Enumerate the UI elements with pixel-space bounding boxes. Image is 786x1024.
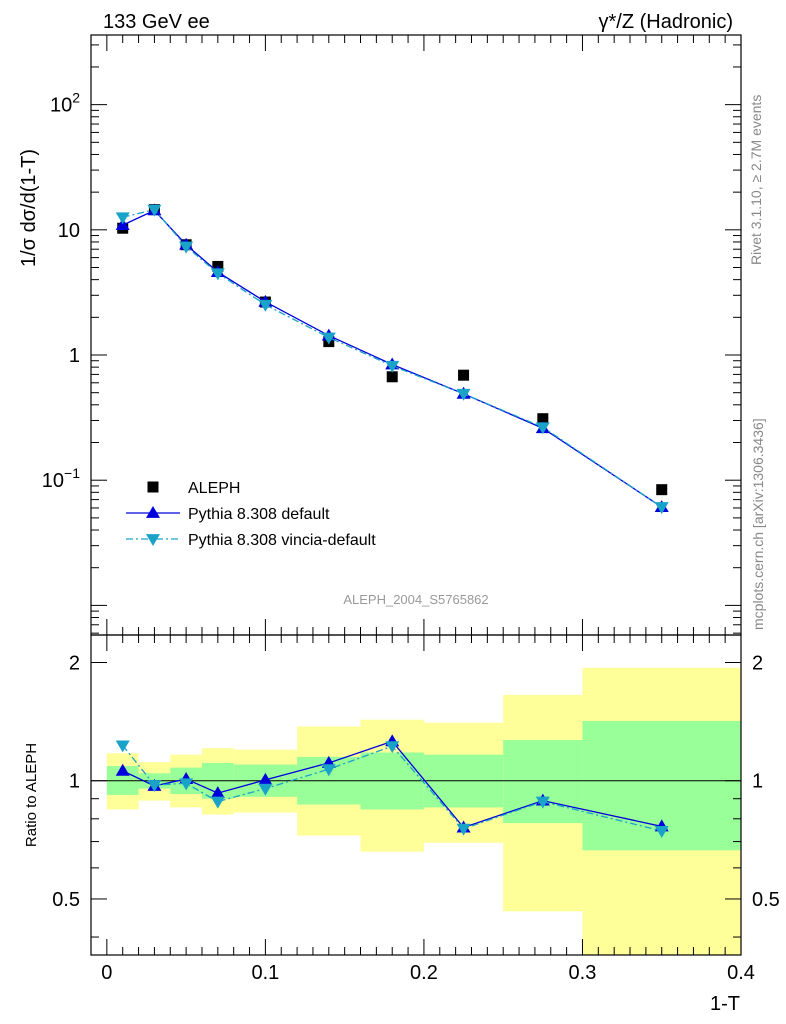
xtick-label-2: 0.2 [410,962,438,984]
ratio-ytick-label-right-0: 0.5 [752,889,780,911]
xtick-label-3: 0.3 [569,962,597,984]
xlabel: 1-T [710,993,740,1015]
ratio-point-s1-5 [321,764,336,777]
main-point-s2-2 [179,241,194,254]
main-ytick-label-1: 1 [69,345,80,367]
ratio-ytick-label-right-2: 2 [752,653,763,675]
legend: ALEPH Pythia 8.308 default Pythia 8.308 vi… [126,480,376,549]
ratio-ytick-label-left-1: 1 [69,771,80,793]
legend-marker-1 [146,506,160,518]
ratio-point-s1-7 [456,823,471,836]
ratio-frame [90,634,742,956]
axes: 10−1 1 10 102 0.5 0.5 1 1 2 2 0 0.1 0.2 0.3 0.4 [42,34,780,984]
ratio-point-s1-1 [147,780,162,793]
ratio-ytick-label-right-1: 1 [752,771,763,793]
watermark: ALEPH_2004_S5765862 [343,592,488,607]
main-line-series-2 [122,208,663,508]
main-point-s2-0 [115,212,130,225]
main-point-s2-3 [210,268,225,281]
ratio-line-series-1 [122,745,662,832]
main-ytick-label-2: 10 [58,220,80,242]
ratio-ylabel: Ratio to ALEPH [23,743,40,847]
ratio-point-s1-2 [179,778,194,791]
header-right: γ*/Z (Hadronic) [599,11,733,33]
ratio-point-s1-4 [258,783,273,796]
main-point-s2-7 [456,388,471,401]
ratio-point-s1-6 [385,741,400,754]
main-point-s2-5 [321,332,336,345]
legend-marker-0 [147,481,159,493]
main-point-s2-4 [258,299,273,312]
ratio-point-s1-8 [535,796,550,809]
main-plot [115,203,669,515]
ratio-point-s0-3 [210,786,225,799]
rivet-label: Rivet 3.1.10, ≥ 2.7M events [748,95,764,265]
ratio-plot [115,734,669,838]
legend-label-1: Pythia 8.308 default [188,506,330,523]
ratio-point-s1-9 [654,826,669,838]
ratio-point-s1-0 [115,740,130,753]
ratio-point-s1-3 [210,796,225,809]
ratio-ytick-label-left-0: 0.5 [52,889,80,911]
ratio-point-s0-4 [258,772,273,785]
ratio-point-s0-0 [115,763,130,776]
main-ytick-label-0: 10−1 [42,465,80,492]
ratio-line-series-0 [122,740,662,829]
legend-marker-2 [146,534,160,546]
main-ytick-label-3: 102 [50,90,80,117]
legend-label-2: Pythia 8.308 vincia-default [188,532,376,549]
main-point-s2-9 [654,502,669,515]
main-point-s0-9 [656,484,668,496]
xtick-label-4: 0.4 [727,962,755,984]
main-point-s0-6 [386,371,398,383]
main-point-s0-8 [537,413,549,425]
main-ylabel: 1/σ dσ/d(1-T) [18,149,40,267]
ratio-ytick-label-left-2: 2 [69,653,80,675]
header-left: 133 GeV ee [103,11,210,33]
legend-label-0: ALEPH [188,480,240,497]
main-point-s2-1 [147,204,162,217]
main-point-s2-8 [535,422,550,435]
xtick-label-0: 0 [101,962,112,984]
main-point-s0-7 [458,369,470,381]
main-point-s2-6 [385,360,400,373]
ratio-bands [91,667,741,955]
xtick-label-1: 0.1 [251,962,279,984]
mcplots-label: mcplots.cern.ch [arXiv:1306.3436] [750,418,766,630]
